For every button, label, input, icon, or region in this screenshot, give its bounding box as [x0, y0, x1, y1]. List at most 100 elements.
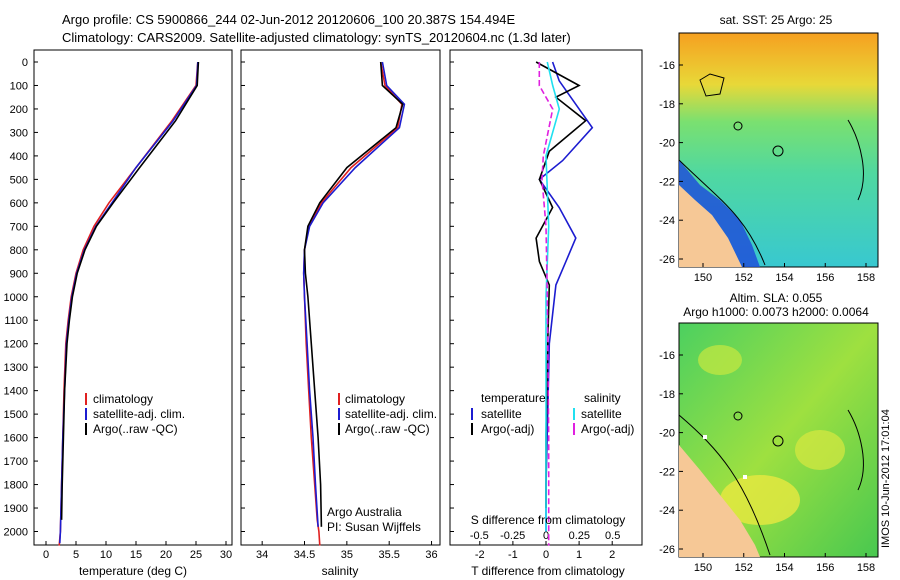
sla-map-title-1: Altim. SLA: 0.055 [730, 291, 823, 305]
depth-tick-label: 500 [10, 174, 28, 186]
sla-map [678, 322, 879, 558]
map-x-tick-label: 154 [775, 562, 793, 574]
depth-tick-label: 2000 [4, 527, 28, 539]
x-tick-label: -1 [508, 549, 518, 561]
depth-tick-label: 900 [10, 268, 28, 280]
map-y-tick-label: -24 [659, 505, 675, 517]
temperature-xlabel: temperature (deg C) [79, 564, 187, 578]
salinity-note-argo-australia: Argo Australia [327, 505, 402, 519]
depth-tick-label: 1600 [4, 433, 28, 445]
salinity-legend: climatology satellite-adj. clim. Argo(..… [338, 392, 437, 436]
x-tick-label: 0 [543, 549, 549, 561]
series-salinity-argo-adj- [538, 62, 554, 546]
x-tick-label: -2 [475, 549, 485, 561]
x-tick-label: 2 [609, 549, 615, 561]
depth-tick-label: 1800 [4, 480, 28, 492]
temperature-legend: climatology satellite-adj. clim. Argo(..… [85, 392, 185, 436]
map-x-tick-label: 154 [775, 272, 793, 284]
depth-tick-label: 300 [10, 127, 28, 139]
depth-tick-label: 600 [10, 198, 28, 210]
x-tick-label: 35 [341, 549, 353, 561]
legend-label-t-satellite: satellite [481, 407, 522, 421]
x-tick-label: 35.5 [378, 549, 399, 561]
x-tick-label: 5 [73, 549, 79, 561]
legend-label-argo: Argo(..raw -QC) [93, 422, 178, 436]
depth-tick-label: 100 [10, 80, 28, 92]
map-y-tick-label: -22 [659, 466, 675, 478]
series-argo-raw-qc- [303, 61, 404, 527]
map-x-tick-label: 156 [816, 272, 834, 284]
s-tick-label: 0.25 [569, 530, 590, 542]
header-line1: Argo profile: CS 5900866_244 02-Jun-2012… [62, 12, 516, 27]
legend-title-salinity: salinity [584, 391, 621, 405]
map-y-tick-label: -26 [659, 254, 675, 266]
depth-tick-label: 1200 [4, 339, 28, 351]
x-tick-label: 36 [425, 549, 437, 561]
x-tick-label: 20 [160, 549, 172, 561]
series-argo-raw-qc- [60, 61, 200, 520]
map-x-tick-label: 150 [694, 562, 712, 574]
sla-map-axes: 150 152 154 156 158 -16 -18 -20 -22 -24 -26 [659, 350, 875, 574]
depth-tick-label: 800 [10, 245, 28, 257]
map-x-tick-label: 156 [816, 562, 834, 574]
map-y-tick-label: -26 [659, 544, 675, 556]
x-tick-label: 34 [256, 549, 268, 561]
map-y-tick-label: -16 [659, 60, 675, 72]
salinity-note-pi: PI: Susan Wijffels [327, 520, 421, 534]
difference-legend: temperature salinity satellite Argo(-adj… [471, 391, 634, 436]
legend-label-s-satellite: satellite [581, 407, 622, 421]
map-x-tick-label: 150 [694, 272, 712, 284]
map-x-tick-label: 158 [857, 562, 875, 574]
temperature-panel [33, 49, 233, 546]
profile-lines [58, 61, 594, 546]
salinity-panel [240, 49, 441, 546]
s-tick-label: -0.5 [470, 530, 489, 542]
header-line2: Climatology: CARS2009. Satellite-adjuste… [62, 30, 571, 45]
map-y-tick-label: -20 [659, 428, 675, 440]
depth-tick-label: 1500 [4, 409, 28, 421]
depth-tick-label: 200 [10, 104, 28, 116]
legend-label-t-argo: Argo(-adj) [481, 422, 534, 436]
map-y-tick-label: -22 [659, 176, 675, 188]
depth-tick-label: 1400 [4, 386, 28, 398]
map-y-tick-label: -18 [659, 99, 675, 111]
depth-tick-label: 1000 [4, 292, 28, 304]
salinity-xlabel: salinity [322, 564, 359, 578]
sst-map-axes: 150 152 154 156 158 -16 -18 -20 -22 -24 -26 [659, 60, 875, 284]
x-tick-label: 30 [220, 549, 232, 561]
legend-label-satellite: satellite-adj. clim. [345, 407, 437, 421]
legend-label-climatology: climatology [93, 392, 153, 406]
map-y-tick-label: -24 [659, 215, 675, 227]
x-tick-label: 10 [100, 549, 112, 561]
legend-label-climatology: climatology [345, 392, 405, 406]
s-tick-label: -0.25 [500, 530, 525, 542]
series-salinity-satellite [545, 61, 561, 532]
depth-axis: 0 100 200 300 400 500 600 700 800 900 1000 1100 1200… [4, 57, 454, 539]
sst-map-title: sat. SST: 25 Argo: 25 [720, 13, 833, 27]
depth-tick-label: 1300 [4, 362, 28, 374]
depth-tick-label: 1100 [4, 315, 28, 327]
s-difference-label: S difference from climatology [471, 513, 626, 527]
map-y-tick-label: -16 [659, 350, 675, 362]
s-tick-label: 0 [543, 530, 549, 542]
difference-xlabel: T difference from climatology [471, 564, 625, 578]
depth-tick-label: 400 [10, 151, 28, 163]
map-y-tick-label: -20 [659, 138, 675, 150]
map-x-tick-label: 152 [735, 562, 753, 574]
depth-tick-label: 1900 [4, 503, 28, 515]
depth-tick-label: 0 [22, 57, 28, 69]
x-axes: 0 5 10 15 20 25 30 34 34.5 35 35.5 36 -2 -1 0 1 2 -0.5 -0.… [43, 530, 620, 561]
legend-label-argo: Argo(..raw -QC) [345, 422, 430, 436]
legend-label-s-argo: Argo(-adj) [581, 422, 634, 436]
x-tick-label: 1 [576, 549, 582, 561]
x-tick-label: 15 [130, 549, 142, 561]
sla-map-title-2: Argo h1000: 0.0073 h2000: 0.0064 [683, 305, 869, 319]
imos-timestamp: IMOS 10-Jun-2012 17:01:04 [880, 409, 892, 548]
x-tick-label: 25 [190, 549, 202, 561]
x-tick-label: 34.5 [294, 549, 315, 561]
sst-map [678, 32, 879, 268]
s-tick-label: 0.5 [605, 530, 620, 542]
map-y-tick-label: -18 [659, 389, 675, 401]
depth-tick-label: 1700 [4, 456, 28, 468]
